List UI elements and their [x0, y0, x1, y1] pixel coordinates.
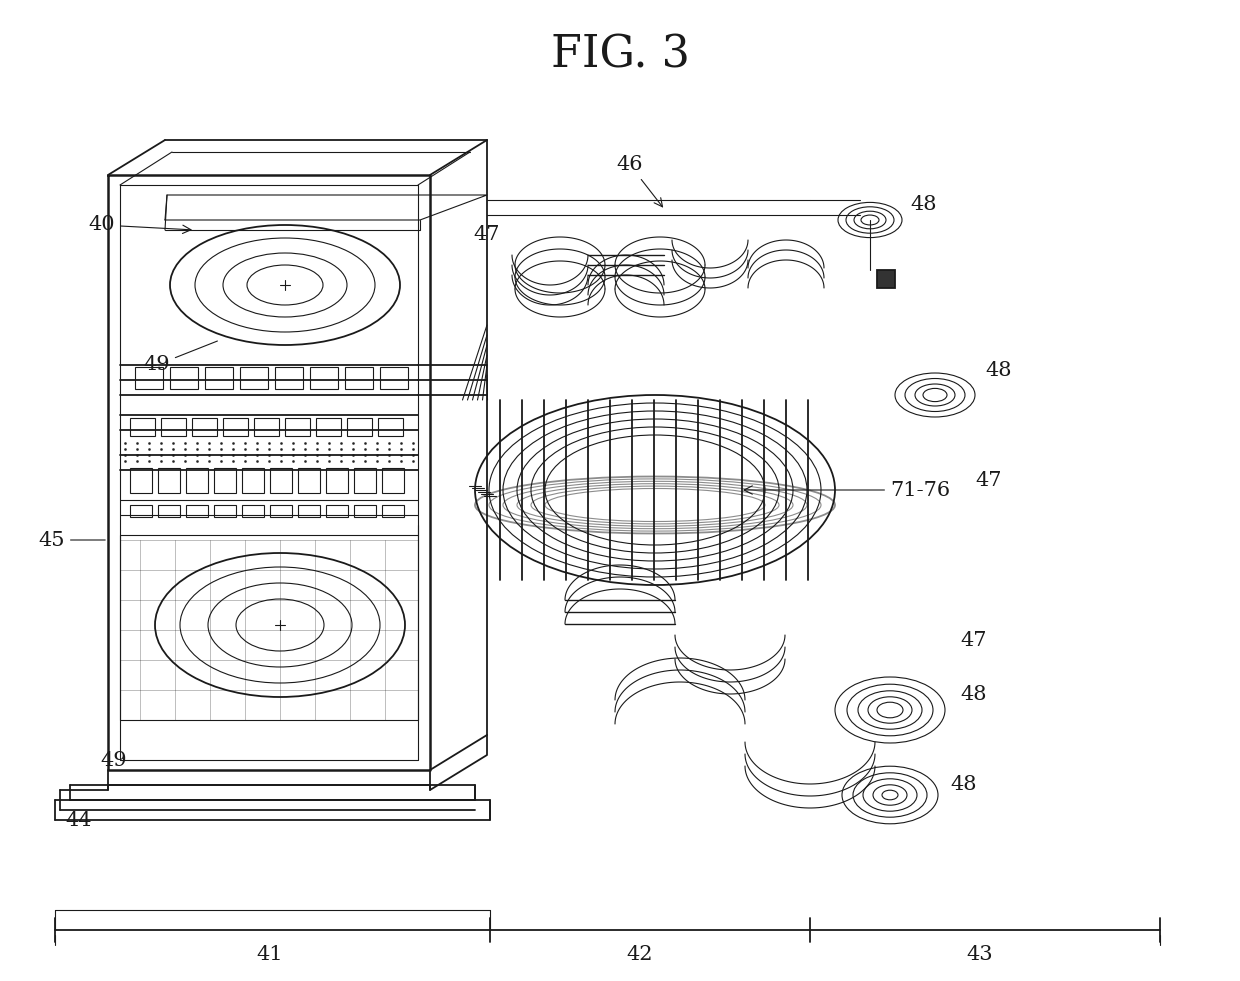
- Bar: [192, 418, 217, 436]
- Bar: [186, 468, 208, 493]
- Text: 48: 48: [950, 776, 977, 795]
- Text: 48: 48: [960, 686, 987, 704]
- Bar: [345, 367, 373, 389]
- Bar: [285, 418, 310, 436]
- Bar: [241, 367, 268, 389]
- Bar: [379, 367, 408, 389]
- Bar: [157, 505, 180, 517]
- Bar: [298, 468, 320, 493]
- Bar: [254, 418, 279, 436]
- Text: FIG. 3: FIG. 3: [551, 33, 689, 77]
- Text: 46: 46: [616, 156, 662, 207]
- Bar: [161, 418, 186, 436]
- Text: 49: 49: [144, 341, 217, 375]
- Text: 43: 43: [967, 946, 993, 964]
- Bar: [326, 468, 348, 493]
- Text: 41: 41: [257, 946, 283, 964]
- Bar: [378, 418, 403, 436]
- Text: 42: 42: [626, 946, 653, 964]
- Text: 40: 40: [88, 216, 191, 234]
- Text: 47: 47: [975, 471, 1002, 490]
- Bar: [310, 367, 339, 389]
- Bar: [353, 505, 376, 517]
- Text: 48: 48: [910, 195, 936, 215]
- Bar: [242, 468, 264, 493]
- Bar: [135, 367, 162, 389]
- Text: 44: 44: [64, 810, 92, 830]
- Text: 47: 47: [474, 226, 500, 244]
- Bar: [347, 418, 372, 436]
- Text: 48: 48: [985, 360, 1012, 380]
- Bar: [157, 468, 180, 493]
- Text: 49: 49: [100, 750, 126, 769]
- Text: 47: 47: [960, 631, 987, 649]
- Bar: [130, 505, 153, 517]
- Bar: [205, 367, 233, 389]
- Bar: [316, 418, 341, 436]
- Bar: [170, 367, 198, 389]
- Bar: [382, 505, 404, 517]
- Bar: [326, 505, 348, 517]
- Bar: [130, 418, 155, 436]
- Text: 45: 45: [38, 531, 105, 549]
- Bar: [270, 505, 291, 517]
- Text: 71-76: 71-76: [744, 481, 950, 499]
- Bar: [298, 505, 320, 517]
- Bar: [130, 468, 153, 493]
- Bar: [242, 505, 264, 517]
- Bar: [215, 505, 236, 517]
- Bar: [353, 468, 376, 493]
- Bar: [223, 418, 248, 436]
- Bar: [275, 367, 303, 389]
- Bar: [270, 468, 291, 493]
- Bar: [382, 468, 404, 493]
- Bar: [186, 505, 208, 517]
- Bar: [215, 468, 236, 493]
- Bar: [877, 270, 895, 288]
